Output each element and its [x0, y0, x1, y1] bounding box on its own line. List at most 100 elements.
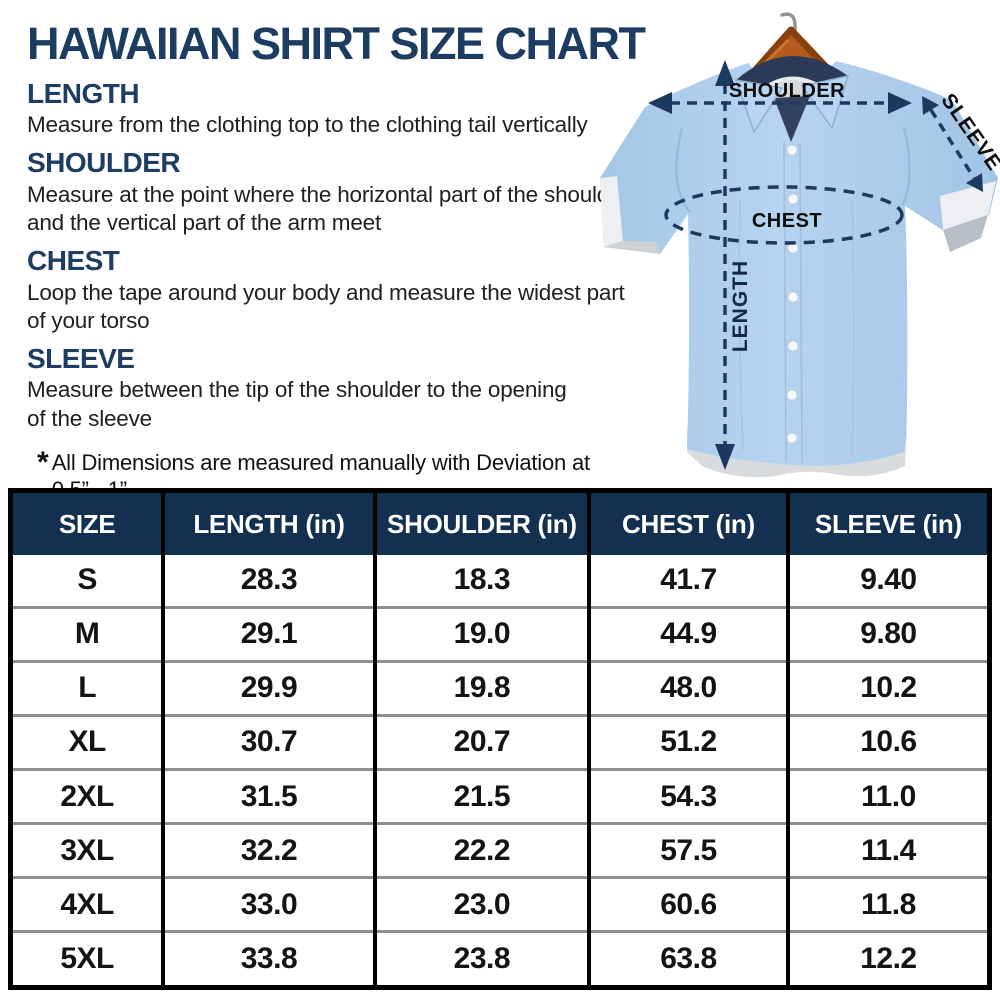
- length-cell: 30.7: [161, 713, 375, 770]
- size-cell: L: [10, 659, 164, 716]
- button: [786, 339, 800, 353]
- placket-line: [783, 141, 787, 463]
- section-chest-heading: CHEST: [27, 244, 120, 276]
- length-cell: 29.1: [161, 605, 375, 662]
- size-chart-table: SIZE LENGTH (in) SHOULDER (in) CHEST (in…: [8, 488, 992, 990]
- table-row: L 29.9 19.8 48.0 10.2: [10, 659, 990, 716]
- asterisk-icon: *: [37, 446, 49, 480]
- chest-cell: 51.2: [587, 713, 788, 770]
- section-shoulder: SHOULDER Measure at the point where the …: [27, 146, 629, 238]
- shoulder-cell: 20.7: [372, 713, 590, 770]
- col-header-length: LENGTH (in): [161, 490, 375, 555]
- fold-line: [738, 199, 744, 451]
- section-chest: CHEST Loop the tape around your body and…: [27, 244, 625, 336]
- sleeve-cell: 9.40: [785, 555, 990, 608]
- length-cell: 31.5: [161, 767, 375, 824]
- length-cell: 28.3: [161, 555, 375, 608]
- length-cell: 29.9: [161, 659, 375, 716]
- col-header-size: SIZE: [10, 490, 164, 555]
- sleeve-cell: 11.8: [785, 876, 990, 932]
- chest-cell: 48.0: [587, 659, 788, 716]
- length-cell: 33.8: [161, 930, 375, 988]
- size-cell: S: [77, 563, 97, 597]
- shirt-body: [600, 61, 998, 466]
- button: [786, 290, 800, 304]
- table-row: 4XL 33.0 23.0 60.6 11.8: [10, 876, 990, 932]
- sleeve-cell: 10.2: [785, 659, 990, 716]
- section-sleeve-heading: SLEEVE: [27, 342, 135, 374]
- button: [785, 143, 799, 157]
- shoulder-cell: 19.8: [372, 659, 590, 716]
- arrow-down-icon: [715, 444, 735, 470]
- hanger-hook: [780, 12, 797, 58]
- table-header-row: SIZE LENGTH (in) SHOULDER (in) CHEST (in…: [10, 490, 990, 555]
- fold-line: [851, 199, 855, 456]
- section-sleeve-desc: Measure between the tip of the shoulder …: [27, 377, 567, 403]
- chest-cell: 41.7: [587, 555, 788, 608]
- col-header-chest: CHEST (in): [587, 490, 788, 555]
- arrow-right-icon: [888, 92, 912, 114]
- table-row: S 28.3 18.3 41.7 9.40: [11, 555, 990, 608]
- chest-cell: 60.6: [587, 876, 788, 932]
- size-cell: XL: [10, 713, 164, 770]
- section-length-desc: Measure from the clothing top to the clo…: [27, 112, 588, 138]
- size-cell: 4XL: [10, 876, 164, 932]
- section-shoulder-desc: and the vertical part of the arm meet: [27, 210, 382, 236]
- chest-cell: 54.3: [587, 767, 788, 824]
- button: [785, 431, 799, 445]
- section-shoulder-desc: Measure at the point where the horizonta…: [27, 181, 629, 207]
- size-cell: 3XL: [10, 822, 164, 878]
- placket-line: [799, 143, 803, 464]
- button: [785, 388, 799, 402]
- shoulder-cell: 22.2: [372, 822, 590, 878]
- arrow-upleft-icon: [922, 96, 939, 115]
- shoulder-cell: 18.3: [372, 555, 590, 608]
- length-measure-label: LENGTH: [729, 260, 752, 352]
- size-cell: 2XL: [10, 767, 164, 824]
- section-chest-desc: of your torso: [27, 308, 150, 334]
- collar-stand: [736, 55, 848, 98]
- collar-v-shadow: [774, 96, 810, 142]
- sleeve-cell: 9.80: [785, 605, 990, 662]
- sleeve-measure-line: [929, 109, 976, 179]
- section-length: LENGTH Measure from the clothing top to …: [27, 77, 617, 140]
- shoulder-cell: 19.0: [372, 605, 590, 662]
- section-sleeve: SLEEVE Measure between the tip of the sh…: [27, 342, 617, 434]
- shoulder-cell: 23.8: [372, 930, 590, 988]
- chest-measure-label: CHEST: [752, 210, 822, 232]
- section-shoulder-heading: SHOULDER: [27, 146, 181, 178]
- length-cell: 33.0: [161, 876, 375, 932]
- button: [786, 192, 800, 206]
- table-row: 5XL 33.8 23.8 63.8 12.2: [10, 930, 990, 988]
- col-header-sleeve: SLEEVE (in): [785, 490, 990, 555]
- shoulder-cell: 21.5: [372, 767, 590, 824]
- chest-cell: 57.5: [587, 822, 788, 878]
- size-cell: M: [10, 605, 164, 662]
- sleeve-cell: 11.0: [785, 767, 990, 824]
- length-cell: 32.2: [161, 822, 375, 878]
- arrow-downright-icon: [966, 173, 983, 192]
- sleeve-cell: 10.6: [785, 713, 990, 770]
- info-column: HAWAIIAN SHIRT SIZE CHART LENGTH Measure…: [27, 18, 646, 503]
- chest-cell: 63.8: [587, 930, 788, 988]
- shoulder-cell: 23.0: [372, 876, 590, 932]
- arrow-up-icon: [715, 60, 735, 86]
- left-cuff-shadow: [604, 241, 660, 254]
- size-cell: 5XL: [10, 930, 164, 988]
- measurement-arrowheads: [648, 60, 983, 470]
- buttons: [785, 143, 800, 445]
- shirt-illustration: SHOULDER CHEST SLEEVE LENGTH: [600, 12, 1000, 478]
- table-row: XL 30.7 20.7 51.2 10.6: [10, 713, 990, 770]
- table-row: M 29.1 19.0 44.9 9.80: [10, 605, 990, 662]
- table-row: 3XL 32.2 22.2 57.5 11.4: [10, 822, 990, 878]
- section-chest-desc: Loop the tape around your body and measu…: [27, 279, 625, 305]
- section-length-heading: LENGTH: [27, 77, 140, 109]
- fold-line: [675, 127, 691, 213]
- page-title: HAWAIIAN SHIRT SIZE CHART: [27, 18, 646, 69]
- right-cuff: [940, 181, 996, 230]
- measurement-annotations: [664, 84, 976, 446]
- right-cuff-shadow: [943, 215, 988, 252]
- col-header-shoulder: SHOULDER (in): [372, 490, 590, 555]
- chest-cell: 44.9: [587, 605, 788, 662]
- sleeve-cell: 12.2: [785, 930, 990, 988]
